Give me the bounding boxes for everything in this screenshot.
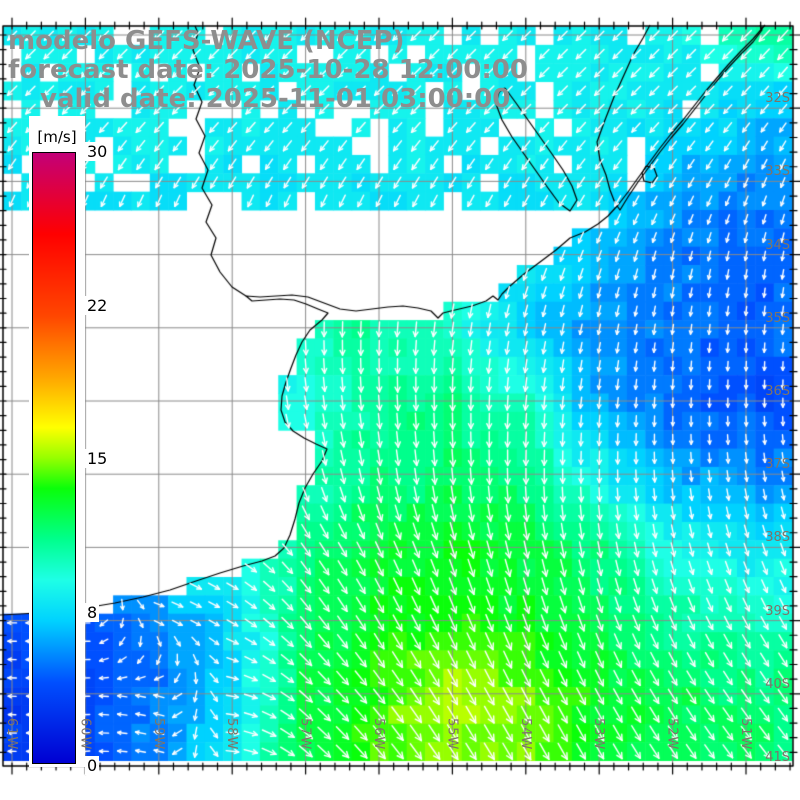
lat-tick-label: 33S: [765, 164, 790, 180]
lon-tick-label: 52W: [664, 718, 680, 751]
colorbar-unit-label: [m/s]: [37, 128, 77, 146]
lat-tick-label: 39S: [765, 603, 790, 619]
forecast-date-line: forecast date: 2025-10-28 12:00:00: [8, 55, 528, 85]
lon-tick-label: 54W: [517, 718, 533, 751]
lat-tick-label: 38S: [765, 530, 790, 546]
lat-tick-label: 36S: [765, 384, 790, 399]
valid-date-line: valid date: 2025-11-01 03:00:00: [40, 84, 511, 114]
lon-tick-label: 51W: [738, 718, 753, 751]
lat-tick-label: 35S: [765, 310, 790, 326]
lat-tick-label: 40S: [765, 676, 790, 692]
lat-tick-label: 37S: [765, 457, 790, 473]
colorbar-tick-label: 30: [85, 142, 110, 161]
lat-tick-label: 32S: [765, 91, 790, 107]
lon-tick-label: 58W: [224, 718, 240, 751]
model-title: modelo GEFS-WAVE (NCEP): [8, 26, 405, 56]
lat-tick-label: 41S: [765, 750, 790, 765]
colorbar-panel: [m/s]: [29, 116, 85, 767]
lon-tick-label: 60W: [77, 718, 93, 751]
lon-tick-label: 55W: [444, 718, 460, 751]
colorbar-tick-label: 8: [85, 602, 100, 622]
lat-tick-label: 34S: [765, 237, 790, 253]
lon-tick-label: 53W: [591, 718, 607, 751]
colorbar-tick-label: 15: [85, 449, 110, 468]
lon-tick-label: 56W: [371, 718, 386, 751]
lon-tick-label: 61W: [4, 718, 19, 751]
colorbar-tick-label: 22: [85, 295, 110, 315]
colorbar-tick-label: 0: [85, 756, 100, 775]
colorbar-gradient: [32, 152, 76, 764]
lon-tick-label: 57W: [297, 718, 313, 751]
lon-tick-label: 59W: [150, 718, 166, 751]
